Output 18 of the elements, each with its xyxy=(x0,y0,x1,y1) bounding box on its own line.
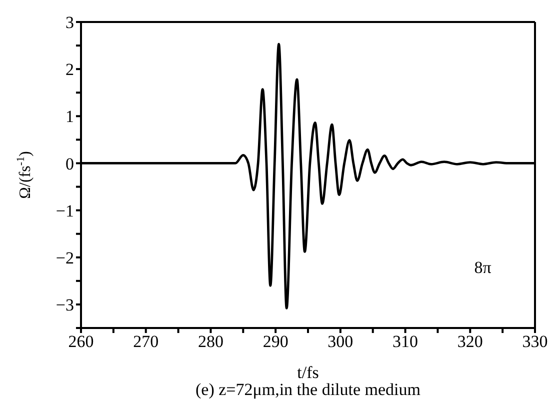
x-tick-label: 280 xyxy=(198,332,224,352)
x-tick-label: 290 xyxy=(262,332,288,352)
x-tick-label: 310 xyxy=(392,332,418,352)
y-tick-label: −2 xyxy=(56,248,74,268)
y-tick-label: 3 xyxy=(66,13,74,32)
y-tick-label: 1 xyxy=(66,107,74,126)
x-axis-title: t/fs xyxy=(297,363,319,382)
y-tick-label: 2 xyxy=(66,60,74,80)
x-tick-label: 330 xyxy=(522,332,548,352)
x-tick-label: 270 xyxy=(133,332,159,352)
y-tick-label: −1 xyxy=(56,201,74,220)
x-tick-label: 260 xyxy=(68,332,94,352)
x-tick-label: 320 xyxy=(457,332,483,352)
x-tick-label: 300 xyxy=(328,332,354,352)
y-tick-label: −3 xyxy=(56,295,74,314)
y-tick-label: 0 xyxy=(66,154,74,174)
annotation: 8π xyxy=(474,258,492,277)
text: (e) z=72μm,in the dilute medium xyxy=(194,380,422,400)
